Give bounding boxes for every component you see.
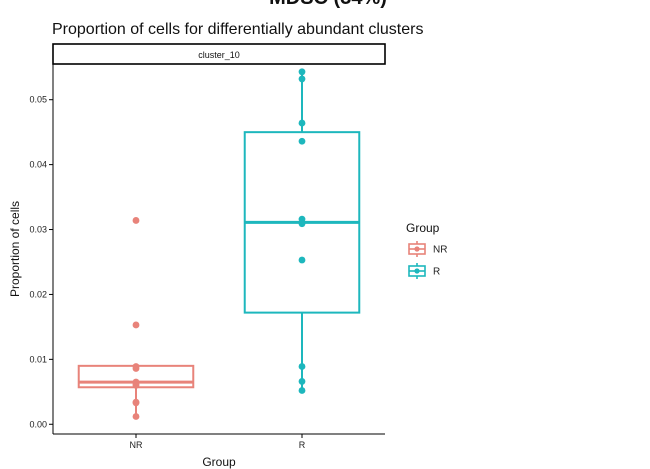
y-tick-label: 0.02 [29,289,47,299]
data-point [132,217,140,224]
y-tick-label: 0.05 [29,95,47,105]
data-point [132,399,140,407]
box-layer [77,71,361,417]
x-axis-ticks: NR R [130,434,306,450]
data-point [298,137,306,145]
cut-off-heading: MDSC (34%) [269,0,387,9]
x-tick-label: NR [130,440,143,450]
y-tick-label: 0.04 [29,160,47,170]
facet-label: cluster_10 [198,50,240,60]
y-tick-label: 0.01 [29,354,47,364]
data-point [132,381,140,389]
legend-key-point [414,246,420,252]
data-point [298,256,306,264]
y-tick-label: 0.00 [29,419,47,429]
data-point [298,75,306,83]
data-point [298,68,306,76]
data-point [298,363,306,370]
y-tick-label: 0.03 [29,225,47,235]
data-point [132,321,140,329]
data-point [132,365,140,372]
y-axis-ticks: 0.00 0.01 0.02 0.03 0.04 0.05 [29,95,53,429]
legend-title: Group [406,221,440,235]
legend-key-point [414,268,420,274]
data-point [132,413,140,420]
data-point [298,220,306,228]
chart-title: Proportion of cells for differentially a… [52,21,423,38]
legend: Group NR R [406,221,447,279]
data-point [298,387,306,394]
points-layer [132,68,306,420]
y-axis-title: Proportion of cells [8,201,22,297]
x-tick-label: R [299,440,306,450]
data-point [298,378,306,385]
legend-label: NR [433,245,447,256]
data-point [298,119,306,127]
facet-strip [52,43,386,65]
x-axis-title: Group [202,455,236,469]
legend-label: R [433,267,440,278]
